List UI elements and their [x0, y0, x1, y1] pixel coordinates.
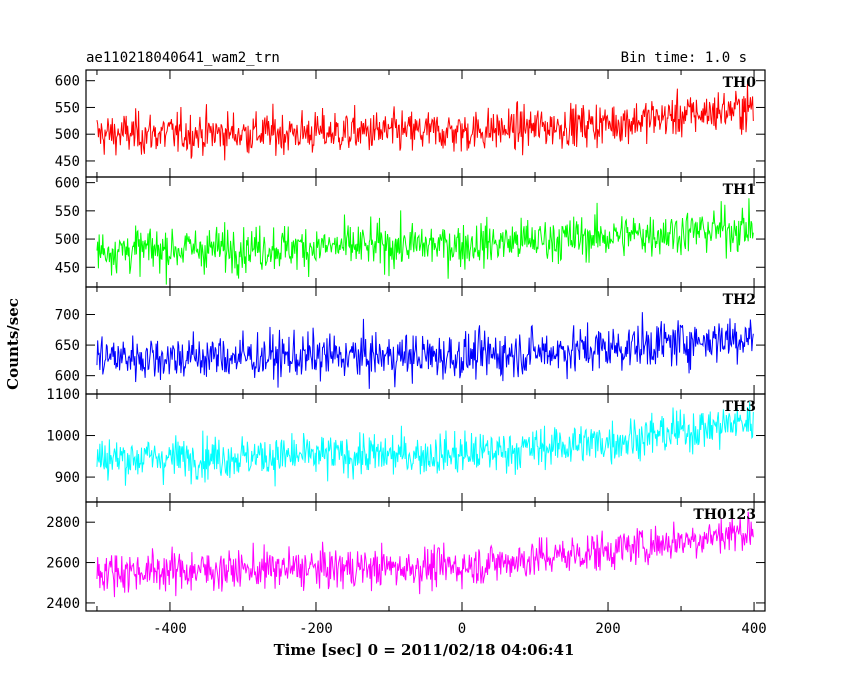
y-tick-label: 500 — [55, 232, 80, 248]
y-tick-label: 1100 — [46, 387, 80, 403]
y-tick-label: 600 — [55, 369, 80, 385]
y-tick-label: 450 — [55, 154, 80, 170]
y-tick-label: 900 — [55, 470, 80, 486]
panel-frame — [85, 501, 766, 612]
x-tick-label: 200 — [595, 621, 620, 637]
y-tick-label: 600 — [55, 176, 80, 192]
y-tick-label: 1000 — [46, 429, 80, 445]
y-tick-label: 450 — [55, 260, 80, 276]
panel-label-th3: TH3 — [723, 399, 756, 415]
panel-label-th2: TH2 — [723, 292, 756, 308]
y-tick-label: 700 — [55, 308, 80, 324]
y-tick-label: 600 — [55, 74, 80, 90]
chart-header-left: ae110218040641_wam2_trn — [86, 50, 280, 66]
panel-th0123: 2400 2600 2800 TH0123 — [46, 501, 766, 612]
x-axis-label: Time [sec] 0 = 2011/02/18 04:06:41 — [274, 641, 575, 659]
y-tick-label: 550 — [55, 204, 80, 220]
y-tick-label: 650 — [55, 338, 80, 354]
y-axis-label: Counts/sec — [4, 298, 22, 390]
series-line-th3 — [96, 401, 754, 487]
y-tick-label: 550 — [55, 100, 80, 116]
series-line-th2 — [96, 312, 754, 389]
x-tick-label: 0 — [458, 621, 466, 637]
series-line-th0123 — [96, 511, 754, 598]
x-axis: -400 -200 0 200 400 — [153, 621, 767, 637]
y-tick-label: 500 — [55, 127, 80, 143]
panel-frame — [85, 286, 766, 395]
panels: 450 500 550 600 TH0 450 500 550 600 TH1 600 650 700 T… — [46, 69, 766, 612]
panel-label-th0: TH0 — [723, 75, 757, 91]
x-tick-label: -400 — [153, 621, 187, 637]
y-tick-label: 2400 — [46, 596, 80, 612]
panel-th0: 450 500 550 600 TH0 — [55, 69, 766, 178]
panel-th1: 450 500 550 600 TH1 — [55, 176, 766, 288]
panel-th2: 600 650 700 TH2 — [55, 286, 766, 395]
y-tick-label: 2600 — [46, 556, 80, 572]
chart-header-right: Bin time: 1.0 s — [621, 50, 747, 66]
panel-label-th1: TH1 — [723, 182, 756, 198]
series-line-th0 — [96, 83, 754, 161]
panel-th3: 900 1000 1100 TH3 — [46, 387, 766, 503]
panel-label-th0123: TH0123 — [693, 507, 756, 523]
series-line-th1 — [96, 198, 754, 285]
x-tick-label: 400 — [741, 621, 766, 637]
y-tick-label: 2800 — [46, 515, 80, 531]
x-tick-label: -200 — [299, 621, 333, 637]
